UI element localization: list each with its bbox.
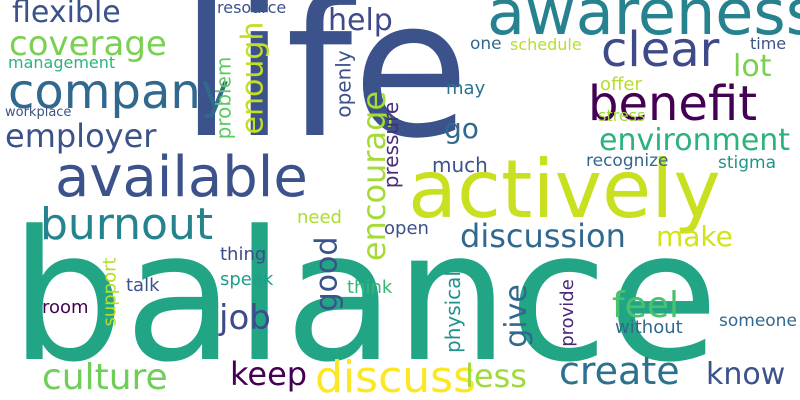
word-environment: environment <box>599 123 791 158</box>
word-employer: employer <box>5 117 157 155</box>
word-feel: feel <box>612 285 679 326</box>
word-time: time <box>750 34 787 53</box>
word-need: need <box>297 207 342 228</box>
word-someone: someone <box>719 311 797 331</box>
word-problem: problem <box>210 56 235 140</box>
word-much: much <box>432 153 488 177</box>
word-make: make <box>656 220 733 253</box>
word-benefit: benefit <box>588 76 758 132</box>
word-job: job <box>219 298 271 338</box>
word-company: company <box>8 64 230 120</box>
word-workplace: workplace <box>5 105 72 120</box>
word-help: help <box>328 3 393 38</box>
word-physical: physical <box>441 271 465 353</box>
word-provide: provide <box>556 279 578 347</box>
word-clear: clear <box>601 22 720 78</box>
word-coverage: coverage <box>9 24 167 64</box>
word-without: without <box>615 317 683 338</box>
word-awareness: awareness <box>487 0 800 49</box>
word-speak: speak <box>220 269 274 290</box>
word-keep: keep <box>230 355 308 393</box>
word-good: good <box>308 236 344 312</box>
word-pressure: pressure <box>379 101 404 189</box>
word-go: go <box>444 112 479 145</box>
word-actively: actively <box>408 143 721 236</box>
word-management: management <box>8 53 116 72</box>
word-less: less <box>465 357 527 395</box>
word-burnout: burnout <box>40 199 214 250</box>
word-resource: resource <box>217 0 287 17</box>
word-stress: stress <box>598 106 646 125</box>
word-openly: openly <box>331 50 356 118</box>
word-offer: offer <box>600 74 642 95</box>
word-support: support <box>99 257 121 327</box>
word-schedule: schedule <box>510 35 582 54</box>
word-open: open <box>384 218 429 239</box>
word-thing: thing <box>220 244 267 265</box>
word-balance: balance <box>10 193 719 400</box>
word-discuss: discuss <box>315 352 477 400</box>
word-life: life <box>180 0 470 180</box>
word-flexible: flexible <box>12 0 121 30</box>
word-lot: lot <box>733 49 772 84</box>
word-enough: enough <box>234 21 270 135</box>
word-available: available <box>55 145 308 210</box>
word-think: think <box>347 277 393 298</box>
word-culture: culture <box>42 357 168 398</box>
word-create: create <box>559 349 680 393</box>
word-recognize: recognize <box>586 151 669 171</box>
word-one: one <box>470 34 502 54</box>
word-room: room <box>42 297 89 318</box>
word-talk: talk <box>126 275 160 296</box>
word-may: may <box>446 78 486 99</box>
word-stigma: stigma <box>718 153 777 173</box>
word-give: give <box>498 284 534 348</box>
word-know: know <box>706 357 786 392</box>
word-discussion: discussion <box>460 217 626 255</box>
